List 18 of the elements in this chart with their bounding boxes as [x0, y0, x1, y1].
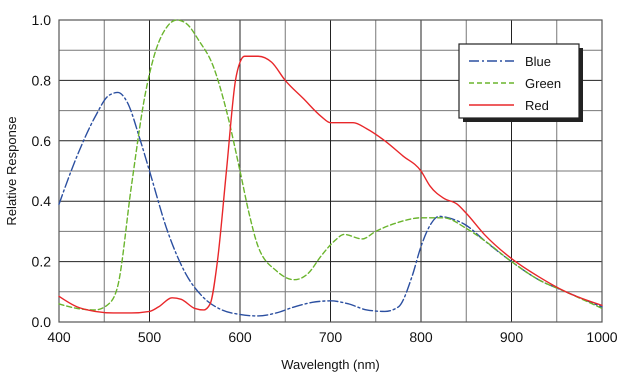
x-tick-label: 800 [409, 329, 433, 345]
x-tick-label: 400 [47, 329, 71, 345]
x-tick-label: 900 [500, 329, 524, 345]
text: 0.0 [32, 314, 51, 330]
y-tick-label: 0.2 [32, 254, 52, 270]
y-axis-title: Relative Response [4, 116, 19, 226]
legend-label: Red [525, 98, 549, 113]
x-tick-label: 700 [318, 329, 342, 345]
y-tick-label: 0.4 [32, 193, 52, 210]
text: 1.0 [32, 12, 51, 28]
x-axis-title: Wavelength (nm) [281, 357, 380, 372]
legend-label: Green [525, 76, 562, 91]
y-tick-label: 0.6 [32, 132, 52, 149]
x-tick-label: 500 [138, 329, 162, 345]
y-tick-label: 0.8 [32, 72, 52, 88]
legend-label: Blue [525, 54, 552, 69]
x-tick-label: 1000 [586, 329, 618, 345]
x-tick-label: 600 [228, 329, 252, 345]
